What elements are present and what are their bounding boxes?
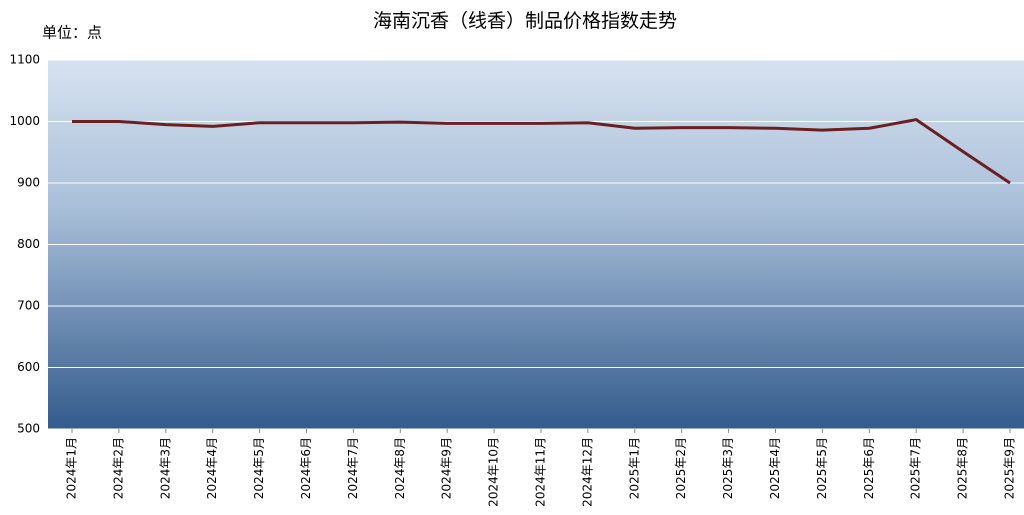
y-tick-label: 1100 bbox=[9, 53, 40, 67]
y-tick-label: 900 bbox=[17, 176, 40, 190]
x-tick-label: 2024年5月 bbox=[252, 437, 266, 499]
chart-title: 海南沉香（线香）制品价格指数走势 bbox=[373, 10, 677, 32]
x-tick-label: 2025年9月 bbox=[1003, 437, 1017, 499]
x-tick-label: 2025年7月 bbox=[909, 437, 923, 499]
y-tick-label: 1000 bbox=[9, 114, 40, 128]
x-tick-label: 2024年6月 bbox=[299, 437, 313, 499]
x-tick-label: 2025年4月 bbox=[768, 437, 782, 499]
x-tick-label: 2024年3月 bbox=[158, 437, 172, 499]
x-tick-label: 2024年9月 bbox=[440, 437, 454, 499]
x-tick-label: 2025年1月 bbox=[627, 437, 641, 499]
x-tick-label: 2025年2月 bbox=[674, 437, 688, 499]
y-unit-label: 单位：点 bbox=[42, 24, 102, 42]
x-tick-label: 2024年11月 bbox=[534, 437, 548, 507]
y-tick-label: 500 bbox=[17, 422, 40, 436]
y-tick-label: 600 bbox=[17, 360, 40, 374]
x-tick-label: 2024年10月 bbox=[487, 437, 501, 507]
y-tick-label: 700 bbox=[17, 299, 40, 313]
x-tick-label: 2024年2月 bbox=[111, 437, 125, 499]
x-tick-label: 2024年1月 bbox=[65, 437, 79, 499]
x-tick-label: 2025年6月 bbox=[862, 437, 876, 499]
x-tick-label: 2024年4月 bbox=[205, 437, 219, 499]
line-series bbox=[72, 118, 1011, 185]
x-tick-label: 2025年3月 bbox=[721, 437, 735, 499]
x-tick-label: 2025年8月 bbox=[956, 437, 970, 499]
x-tick-label: 2025年5月 bbox=[815, 437, 829, 499]
y-tick-label: 800 bbox=[17, 237, 40, 251]
x-tick-label: 2024年7月 bbox=[346, 437, 360, 499]
x-tick-label: 2024年8月 bbox=[393, 437, 407, 499]
x-tick-label: 2024年12月 bbox=[580, 437, 594, 507]
